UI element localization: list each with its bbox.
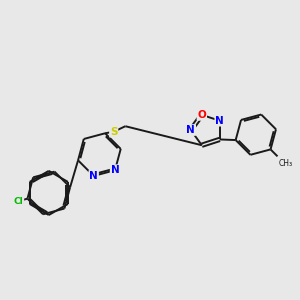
Text: O: O (197, 110, 206, 120)
Text: N: N (111, 165, 119, 175)
Text: Cl: Cl (14, 196, 23, 206)
Text: N: N (186, 125, 195, 135)
Text: N: N (89, 171, 98, 181)
Text: N: N (215, 116, 224, 126)
Text: S: S (110, 127, 117, 137)
Text: CH₃: CH₃ (279, 159, 293, 168)
